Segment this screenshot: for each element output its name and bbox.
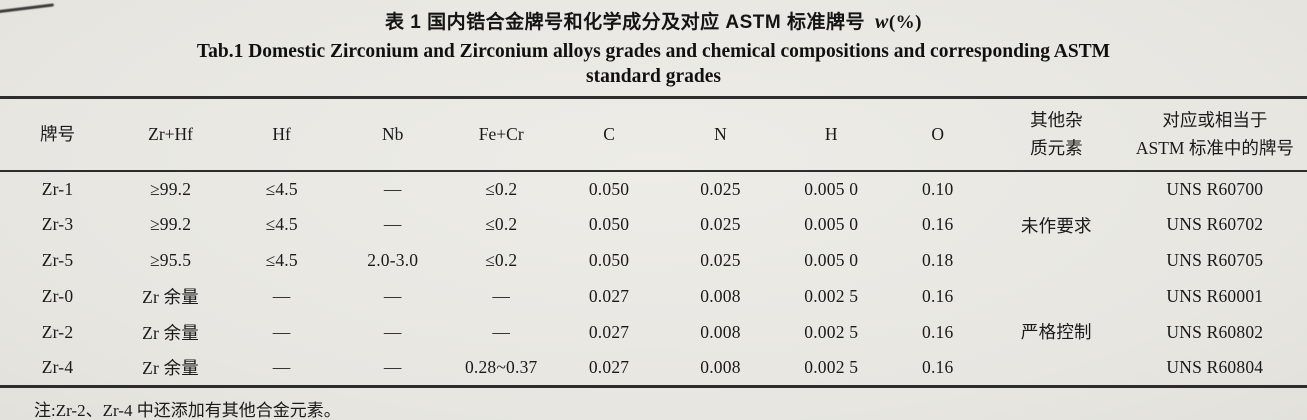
table-cell: — — [383, 322, 402, 342]
table-cell: Zr 余量 — [142, 358, 200, 379]
table-cell: Zr 余量 — [142, 323, 200, 343]
astm-grade-cell: UNS R60702 — [1166, 214, 1264, 234]
table-cell: 0.050 — [588, 250, 630, 270]
column-header-astm-grade: 对应或相当于 ASTM 标准中的牌号 — [1122, 97, 1307, 172]
astm-grade-cell: UNS R60001 — [1166, 286, 1264, 306]
table-cell: ≥99.2 — [149, 214, 192, 234]
table-cell: 0.16 — [922, 357, 954, 378]
table-cell: 0.002 5 — [804, 286, 859, 306]
table-row: Zr-4 Zr 余量 — — 0.28~0.37 0.027 0.008 0.0… — [0, 351, 1307, 387]
table-cell: 0.16 — [922, 286, 954, 306]
table-cell: — — [383, 178, 402, 199]
table-cell: 0.025 — [700, 250, 741, 270]
table-row: Zr-0 Zr 余量 — — — 0.027 0.008 0.002 5 0.1… — [0, 279, 1307, 342]
table-row: Zr-3 ≥99.2 ≤4.5 — ≤0.2 0.050 0.025 0.005… — [0, 207, 1307, 243]
table-cell: 2.0-3.0 — [367, 250, 419, 270]
column-header-astm-grade-line2: ASTM 标准中的牌号 — [1135, 138, 1294, 159]
mass-fraction-unit: (%) — [888, 12, 922, 33]
table-cell: 0.16 — [922, 214, 954, 234]
impurity-group-cell: 严格控制 — [1020, 322, 1092, 343]
table-cell: ≤4.5 — [265, 214, 298, 234]
table-cell: ≤0.2 — [485, 250, 518, 270]
column-header-fe-cr: Fe+Cr — [448, 97, 555, 172]
column-header-other-impurities: 其他杂 质元素 — [990, 97, 1123, 172]
table-cell: 0.025 — [700, 178, 741, 199]
table-title-en: Tab.1 Domestic Zirconium and Zirconium a… — [0, 39, 1307, 89]
table-cell: — — [272, 357, 291, 378]
table-cell: ≥99.2 — [149, 178, 192, 199]
astm-grade-cell: UNS R60804 — [1166, 357, 1264, 378]
table-cell: 0.008 — [700, 322, 741, 342]
table-cell: 0.005 0 — [804, 250, 859, 270]
column-header-other-impurities-line1: 其他杂 — [1030, 110, 1083, 131]
column-header-nb: Nb — [337, 97, 449, 172]
table-cell: 0.008 — [700, 286, 741, 306]
table-header: 牌号 Zr+Hf Hf Nb Fe+Cr C N H O 其他杂 质元素 对应或… — [0, 97, 1307, 172]
table-cell: 0.18 — [922, 250, 954, 270]
table-cell: — — [492, 286, 511, 306]
table-cell: 0.027 — [588, 357, 630, 378]
table-cell: ≤4.5 — [265, 178, 298, 199]
table-cell: 0.025 — [700, 214, 741, 234]
table-row: Zr-2 Zr 余量 — — — 0.027 0.008 0.002 5 0.1… — [0, 315, 1307, 351]
header-row: 牌号 Zr+Hf Hf Nb Fe+Cr C N H O 其他杂 质元素 对应或… — [0, 97, 1307, 172]
column-header-h: H — [776, 97, 886, 172]
column-header-astm-grade-line1: 对应或相当于 — [1162, 110, 1268, 131]
table-cell: — — [272, 322, 291, 342]
column-header-o: O — [885, 97, 990, 172]
grade-cell: Zr-2 — [41, 322, 74, 342]
column-header-zr-hf: Zr+Hf — [115, 97, 227, 172]
table-title-en-line1: Tab.1 Domestic Zirconium and Zirconium a… — [196, 41, 1111, 62]
table-cell: ≤0.2 — [485, 178, 518, 199]
column-header-grade: 牌号 — [0, 97, 116, 172]
table-cell: 0.050 — [588, 178, 630, 199]
astm-grade-cell: UNS R60705 — [1166, 250, 1264, 270]
table-cell: 0.050 — [588, 214, 630, 234]
table-title-zh: 表 1 国内锆合金牌号和化学成分及对应 ASTM 标准牌号 w(%) — [0, 7, 1307, 34]
table-cell: 0.008 — [700, 357, 741, 378]
column-header-other-impurities-line2: 质元素 — [1030, 138, 1083, 159]
table-title-zh-text: 表 1 国内锆合金牌号和化学成分及对应 ASTM 标准牌号 — [384, 12, 865, 33]
column-header-hf: Hf — [226, 97, 338, 172]
table-row: Zr-1 ≥99.2 ≤4.5 — ≤0.2 0.050 0.025 0.005… — [0, 171, 1307, 236]
column-header-n: N — [663, 97, 777, 172]
table-cell: 0.002 5 — [804, 322, 859, 342]
table-cell: 0.28~0.37 — [464, 357, 538, 378]
table-cell: Zr 余量 — [142, 287, 200, 307]
impurity-group-cell: 未作要求 — [1020, 215, 1092, 236]
table-cell: 0.027 — [588, 286, 630, 306]
table-cell: 0.002 5 — [804, 357, 859, 378]
mass-fraction-symbol: w — [875, 11, 889, 33]
table-cell: — — [492, 322, 511, 342]
table-cell: — — [272, 286, 291, 306]
astm-grade-cell: UNS R60700 — [1166, 178, 1264, 199]
grade-cell: Zr-3 — [41, 214, 74, 234]
table-title-block: 表 1 国内锆合金牌号和化学成分及对应 ASTM 标准牌号 w(%) Tab.1 … — [0, 0, 1307, 89]
table-title-en-line2: standard grades — [586, 66, 721, 87]
table-cell: 0.005 0 — [804, 178, 859, 199]
grade-cell: Zr-0 — [41, 286, 74, 306]
table-row: Zr-5 ≥95.5 ≤4.5 2.0-3.0 ≤0.2 0.050 0.025… — [0, 243, 1307, 279]
grade-cell: Zr-5 — [41, 250, 74, 270]
table-cell: 0.027 — [588, 322, 630, 342]
alloy-composition-table: 牌号 Zr+Hf Hf Nb Fe+Cr C N H O 其他杂 质元素 对应或… — [0, 96, 1307, 388]
table-cell: ≥95.5 — [149, 250, 192, 270]
table-cell: 0.16 — [922, 322, 954, 342]
grade-cell: Zr-4 — [41, 357, 74, 378]
table-cell: ≤4.5 — [265, 250, 298, 270]
table-body: Zr-1 ≥99.2 ≤4.5 — ≤0.2 0.050 0.025 0.005… — [0, 171, 1307, 387]
table-cell: 0.10 — [922, 178, 954, 199]
astm-grade-cell: UNS R60802 — [1166, 322, 1264, 342]
table-cell: ≤0.2 — [485, 214, 518, 234]
table-cell: — — [383, 286, 402, 306]
table-footnote: 注:Zr-2、Zr-4 中还添加有其他合金元素。 — [34, 401, 341, 420]
table-cell: — — [383, 357, 402, 378]
table-cell: — — [383, 214, 402, 234]
column-header-c: C — [554, 97, 664, 172]
grade-cell: Zr-1 — [41, 178, 74, 199]
table-cell: 0.005 0 — [804, 214, 859, 234]
